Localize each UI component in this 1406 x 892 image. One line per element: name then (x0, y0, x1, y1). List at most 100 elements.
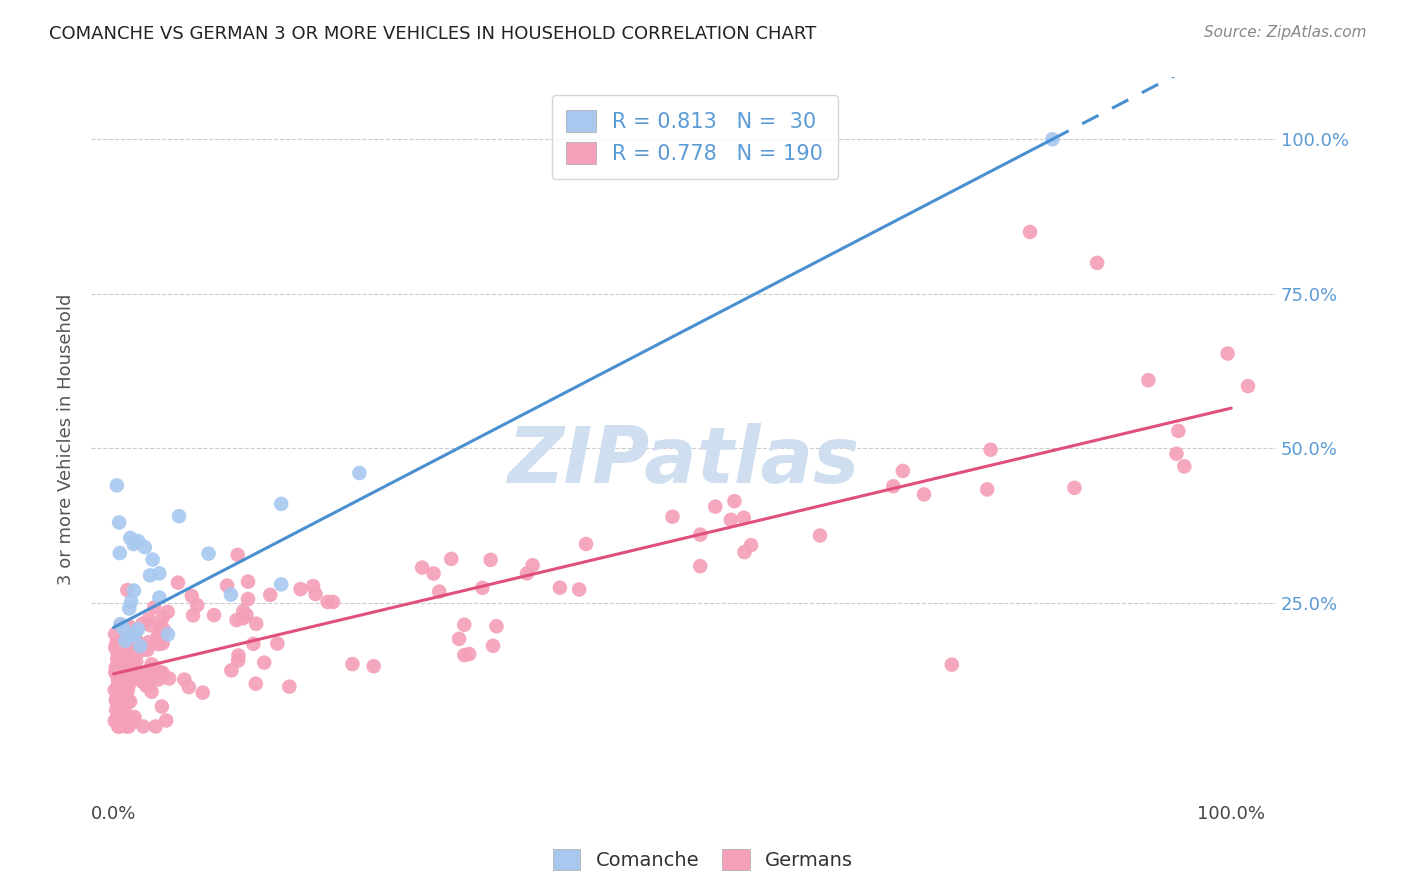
Point (941, 657, 963, 672)
Point (808, 528, 831, 542)
Point (114, 673, 136, 687)
Point (108, 669, 131, 683)
Point (127, 622, 149, 636)
Point (235, 608, 257, 623)
Point (108, 516, 131, 530)
Point (1237, 379, 1260, 393)
Point (110, 618, 132, 632)
Point (1166, 447, 1188, 461)
Point (105, 637, 128, 651)
Point (148, 566, 170, 581)
Point (107, 673, 129, 688)
Point (105, 668, 128, 682)
Legend: R = 0.813   N =  30, R = 0.778   N = 190: R = 0.813 N = 30, R = 0.778 N = 190 (551, 95, 838, 179)
Point (105, 693, 128, 707)
Point (139, 663, 162, 677)
Point (479, 553, 502, 567)
Point (322, 595, 344, 609)
Point (104, 640, 127, 655)
Point (253, 656, 276, 670)
Point (548, 581, 571, 595)
Point (117, 648, 139, 663)
Point (135, 679, 157, 693)
Point (105, 710, 128, 724)
Point (157, 672, 180, 686)
Point (232, 604, 254, 618)
Point (228, 648, 250, 663)
Point (245, 616, 267, 631)
Point (134, 642, 156, 657)
Point (148, 637, 170, 651)
Point (304, 587, 326, 601)
Point (115, 684, 138, 698)
Point (148, 673, 170, 687)
Point (522, 558, 544, 573)
Point (112, 696, 135, 710)
Legend: Comanche, Germans: Comanche, Germans (546, 841, 860, 878)
Point (976, 483, 998, 497)
Point (152, 636, 174, 650)
Point (723, 494, 745, 508)
Point (132, 719, 155, 733)
Point (134, 540, 156, 554)
Point (575, 537, 598, 551)
Point (150, 619, 173, 633)
Point (107, 719, 129, 733)
Point (111, 695, 134, 709)
Point (217, 578, 239, 592)
Point (259, 588, 281, 602)
Point (278, 680, 301, 694)
Point (191, 686, 214, 700)
Point (449, 632, 471, 646)
Point (110, 617, 132, 632)
Point (114, 671, 136, 685)
Point (104, 660, 127, 674)
Point (118, 676, 141, 690)
Point (117, 676, 139, 690)
Point (117, 583, 139, 598)
Point (128, 644, 150, 658)
Text: COMANCHE VS GERMAN 3 OR MORE VEHICLES IN HOUSEHOLD CORRELATION CHART: COMANCHE VS GERMAN 3 OR MORE VEHICLES IN… (49, 25, 817, 43)
Point (118, 601, 141, 615)
Point (141, 657, 163, 672)
Point (120, 694, 142, 708)
Point (186, 598, 208, 612)
Point (108, 672, 131, 686)
Point (266, 637, 288, 651)
Point (453, 648, 475, 662)
Point (131, 616, 153, 631)
Point (118, 719, 141, 733)
Point (111, 694, 134, 708)
Point (104, 627, 127, 641)
Point (108, 670, 131, 684)
Point (114, 659, 136, 673)
Point (139, 618, 162, 632)
Point (122, 656, 145, 670)
Point (143, 600, 166, 615)
Point (411, 560, 433, 574)
Point (720, 513, 742, 527)
Point (471, 581, 494, 595)
Point (107, 640, 129, 655)
Point (104, 693, 127, 707)
Point (138, 612, 160, 626)
Point (120, 650, 142, 665)
Point (142, 552, 165, 566)
Point (118, 646, 141, 660)
Point (912, 487, 935, 501)
Point (124, 627, 146, 641)
Point (114, 634, 136, 648)
Point (104, 665, 127, 680)
Point (146, 631, 169, 645)
Point (127, 534, 149, 549)
Point (146, 631, 169, 645)
Point (122, 583, 145, 598)
Point (980, 442, 1002, 457)
Point (302, 579, 325, 593)
Point (117, 683, 139, 698)
Point (1173, 459, 1195, 474)
Point (118, 619, 141, 633)
Point (110, 679, 132, 693)
Point (153, 624, 176, 638)
Point (120, 628, 142, 642)
